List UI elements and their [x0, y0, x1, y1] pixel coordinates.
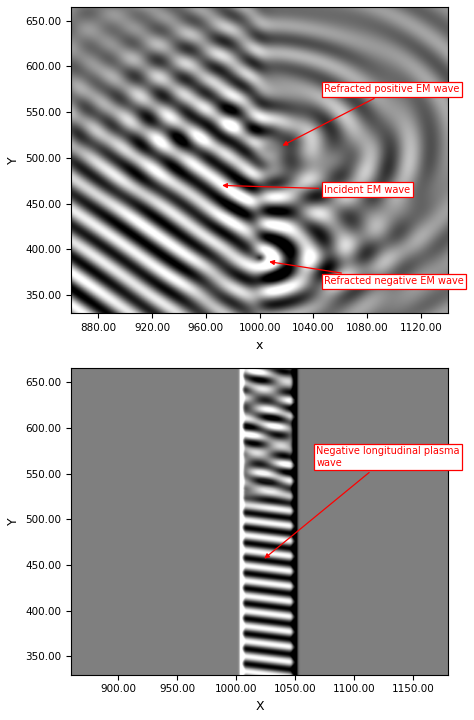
- X-axis label: x: x: [256, 338, 264, 351]
- Y-axis label: Y: Y: [7, 518, 20, 526]
- Y-axis label: Y: Y: [7, 156, 20, 164]
- X-axis label: X: X: [255, 700, 264, 713]
- Text: Refracted negative EM wave: Refracted negative EM wave: [271, 261, 464, 287]
- Text: Negative longitudinal plasma
wave: Negative longitudinal plasma wave: [265, 446, 460, 558]
- Text: Incident EM wave: Incident EM wave: [224, 184, 410, 195]
- Text: Refracted positive EM wave: Refracted positive EM wave: [283, 84, 460, 145]
